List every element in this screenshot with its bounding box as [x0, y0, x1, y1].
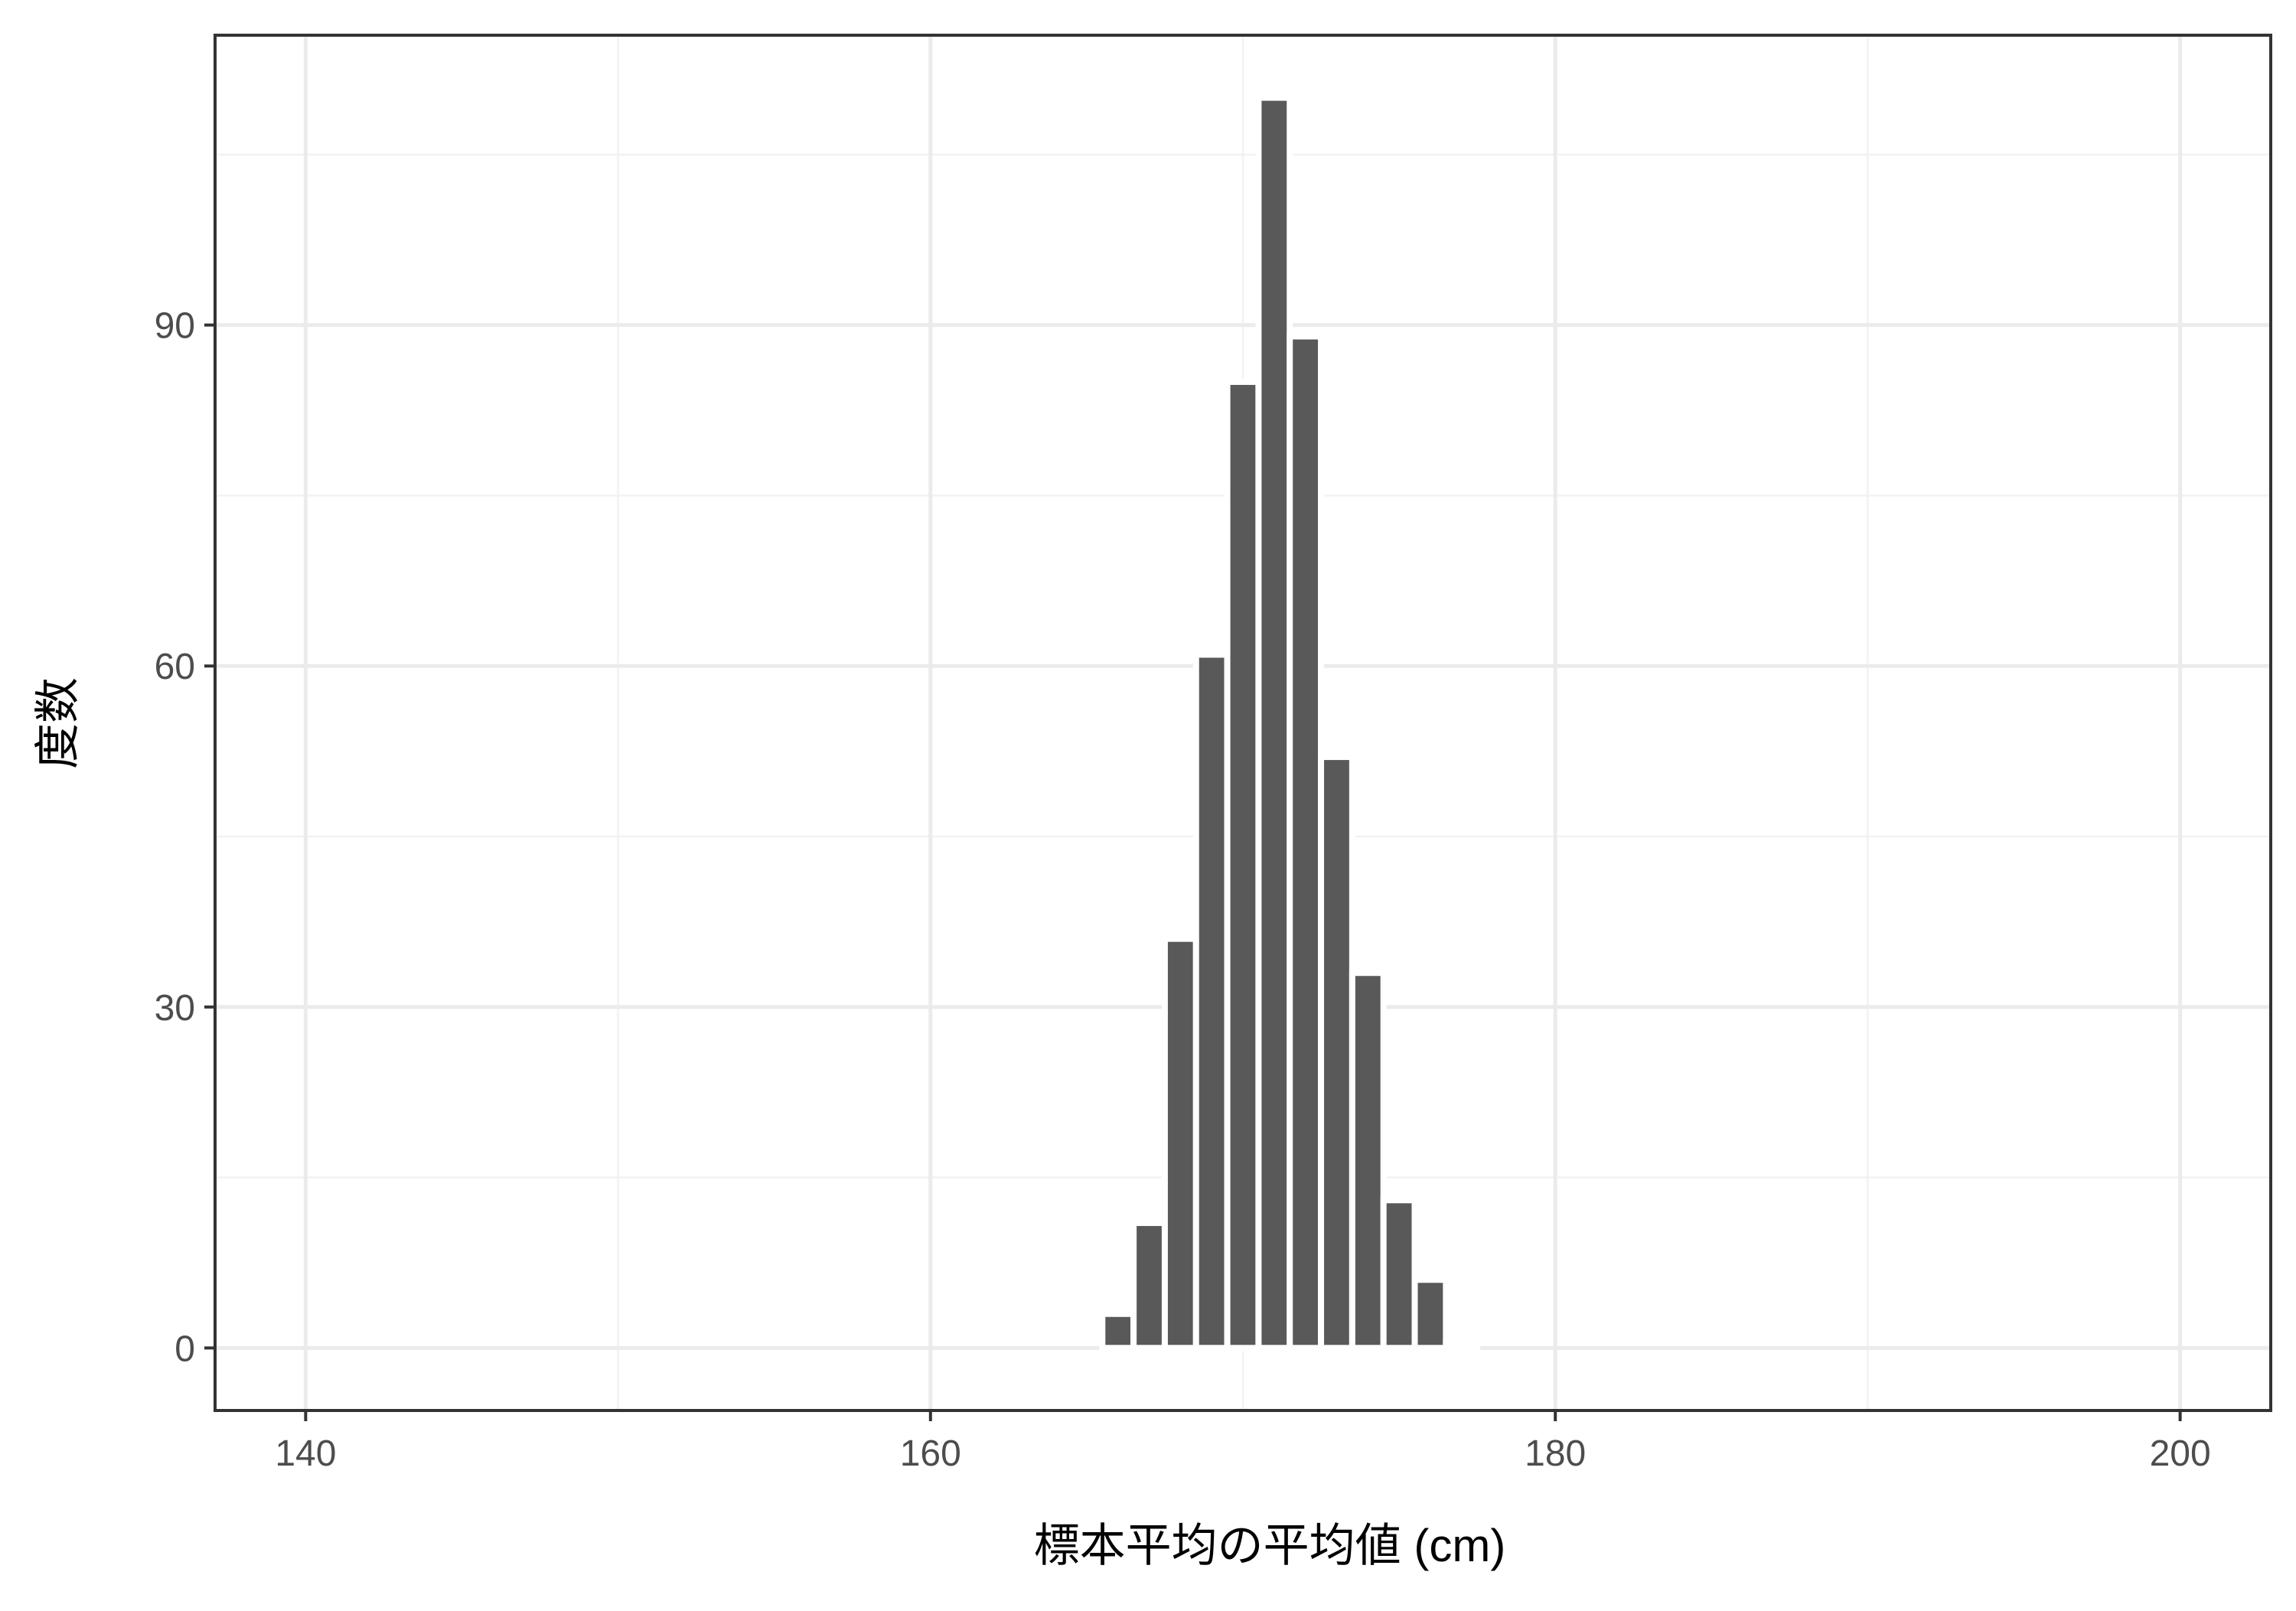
histogram-bars [1099, 94, 1481, 1352]
x-tick-label: 140 [275, 1433, 336, 1474]
x-tick-label: 160 [900, 1433, 961, 1474]
histogram-bar [1380, 1197, 1418, 1352]
histogram-bar [1192, 651, 1231, 1352]
y-tick-label: 0 [174, 1329, 195, 1369]
y-axis-title: 度数 [32, 677, 83, 769]
y-tick-label: 60 [155, 647, 195, 687]
histogram-bar [1224, 378, 1262, 1352]
x-axis-ticks: 140 160 180 200 [275, 1410, 2211, 1474]
histogram-bar [1130, 1219, 1168, 1352]
histogram-bar [1443, 1339, 1481, 1352]
histogram-bar [1318, 754, 1355, 1352]
y-axis-ticks: 0 30 60 90 [155, 306, 215, 1369]
panel-border [214, 34, 2272, 1412]
histogram-bar [1161, 935, 1199, 1352]
histogram-bar [1255, 94, 1293, 1352]
histogram-bar [1349, 970, 1387, 1352]
histogram-bar [1411, 1277, 1450, 1352]
histogram-bar [1287, 333, 1325, 1352]
x-tick-label: 180 [1525, 1433, 1586, 1474]
x-tick-label: 200 [2150, 1433, 2211, 1474]
x-axis-title: 標本平均の平均値 (cm) [1034, 1520, 1506, 1571]
y-tick-label: 90 [155, 306, 195, 347]
y-tick-label: 30 [155, 988, 195, 1029]
histogram-bar [1099, 1310, 1137, 1352]
